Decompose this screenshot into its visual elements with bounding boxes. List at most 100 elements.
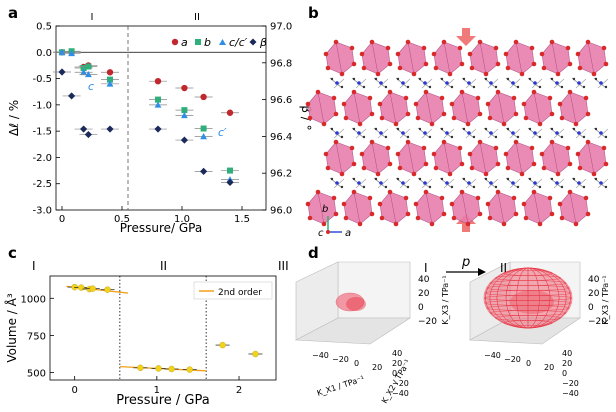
- oxygen-atom: [469, 65, 475, 71]
- svg-text:−20: −20: [332, 355, 349, 364]
- panel-c-y-tick-label: 1000: [21, 294, 46, 305]
- data-point-square: [107, 76, 113, 83]
- panel-a-chart: I II 0 0.5 1.0 1.5 0.5 0.0 -0.5 -1.0 -1.5 -2.0 -2…: [7, 12, 313, 235]
- oxygen-atom: [567, 161, 573, 167]
- oxygen-atom: [503, 51, 509, 57]
- svg-text:−40: −40: [484, 351, 501, 360]
- oxygen-atom: [547, 95, 553, 101]
- oxygen-atom: [411, 71, 417, 77]
- volume-data-point: [252, 350, 259, 358]
- nitrogen-atom: [379, 81, 383, 85]
- volume-data-point: [104, 286, 111, 293]
- oxygen-atom: [369, 211, 375, 217]
- oxygen-atom: [495, 161, 501, 167]
- oxygen-atom: [361, 65, 367, 71]
- coordination-polyhedron: [469, 141, 499, 175]
- coordination-polyhedron: [559, 191, 589, 225]
- panel-a-annotation-c: c: [88, 80, 94, 93]
- oxygen-atom: [505, 165, 511, 171]
- oxygen-atom: [513, 39, 519, 45]
- oxygen-atom: [341, 201, 347, 207]
- panel-a-y-tick-label-left: -2.5: [32, 179, 52, 190]
- coordination-polyhedron: [343, 91, 373, 125]
- nitrogen-atom: [401, 181, 405, 185]
- svg-text:0: 0: [354, 359, 359, 368]
- oxygen-atom: [449, 101, 455, 107]
- nitrogen-atom: [357, 181, 361, 185]
- panel-d-phase-label-1: I: [424, 261, 428, 275]
- nitrogen-atom: [467, 131, 471, 135]
- oxygen-atom: [367, 195, 373, 201]
- oxygen-atom: [523, 215, 529, 221]
- data-point-square: [227, 167, 233, 174]
- oxygen-atom: [585, 211, 591, 217]
- panel-c-legend: 2nd order: [193, 281, 273, 300]
- oxygen-atom: [503, 151, 509, 157]
- oxygen-atom: [505, 65, 511, 71]
- oxygen-atom: [441, 111, 447, 117]
- oxygen-atom: [431, 151, 437, 157]
- oxygen-atom: [459, 161, 465, 167]
- coordination-polyhedron: [523, 191, 553, 225]
- axis-kx1-left: K_X1 / TPa⁻¹: [316, 374, 366, 398]
- panel-a-y-tick-label-right: 96.2: [270, 169, 292, 180]
- oxygen-atom: [567, 189, 573, 195]
- oxygen-atom: [567, 61, 573, 67]
- oxygen-atom: [529, 45, 535, 51]
- coordination-polyhedron: [361, 41, 391, 75]
- svg-text:40: 40: [392, 349, 402, 358]
- data-point-diamond: [180, 136, 188, 144]
- panel-a-phase-label-2: II: [194, 12, 200, 23]
- data-point-diamond: [58, 68, 66, 76]
- panel-a-x-tick-label: 1.5: [234, 214, 250, 225]
- oxygen-atom: [549, 139, 555, 145]
- nitrogen-atom: [555, 181, 559, 185]
- oxygen-atom: [559, 215, 565, 221]
- svg-text:−40: −40: [312, 351, 329, 360]
- oxygen-atom: [531, 89, 537, 95]
- oxygen-atom: [539, 51, 545, 57]
- panel-c-y-tick-label: 500: [27, 369, 46, 380]
- coordination-polyhedron: [397, 141, 427, 175]
- oxygen-atom: [341, 101, 347, 107]
- panel-c-y-axis-label: Volume / Å³: [4, 293, 19, 363]
- axis-label-a: a: [345, 228, 351, 239]
- nitrogen-atom: [599, 131, 603, 135]
- oxygen-atom: [431, 51, 437, 57]
- panel-a-y-tick-label-left: -1.5: [32, 127, 52, 138]
- oxygen-atom: [403, 95, 409, 101]
- pressure-symbol: p: [461, 255, 470, 270]
- oxygen-atom: [459, 89, 465, 95]
- oxygen-atom: [467, 151, 473, 157]
- oxygen-atom: [395, 51, 401, 57]
- oxygen-atom: [397, 65, 403, 71]
- svg-text:0: 0: [392, 369, 397, 378]
- oxygen-atom: [415, 115, 421, 121]
- oxygen-atom: [339, 71, 345, 77]
- panel-a-y-tick-label-left: -1.0: [32, 100, 52, 111]
- oxygen-atom: [439, 195, 445, 201]
- oxygen-atom: [367, 95, 373, 101]
- panel-a-y-tick-label-right: 96.4: [270, 132, 292, 143]
- oxygen-atom: [541, 165, 547, 171]
- panel-a-y-axis-label-left: Δℓ / %: [7, 100, 21, 136]
- oxygen-atom: [531, 189, 537, 195]
- oxygen-atom: [359, 151, 365, 157]
- data-point-circle: [181, 84, 188, 92]
- oxygen-atom: [307, 115, 313, 121]
- nitrogen-atom: [445, 81, 449, 85]
- volume-data-point: [155, 365, 162, 372]
- panel-label-a: a: [8, 4, 18, 22]
- oxygen-atom: [495, 189, 501, 195]
- oxygen-atom: [601, 45, 607, 51]
- oxygen-atom: [447, 71, 453, 77]
- volume-data-point: [137, 364, 144, 372]
- svg-text:20: 20: [562, 359, 572, 368]
- nitrogen-atom: [533, 131, 537, 135]
- oxygen-atom: [315, 89, 321, 95]
- oxygen-atom: [413, 101, 419, 107]
- coordination-polyhedron: [433, 41, 463, 75]
- nitrogen-atom: [555, 131, 559, 135]
- axis-label-b: b: [322, 204, 328, 215]
